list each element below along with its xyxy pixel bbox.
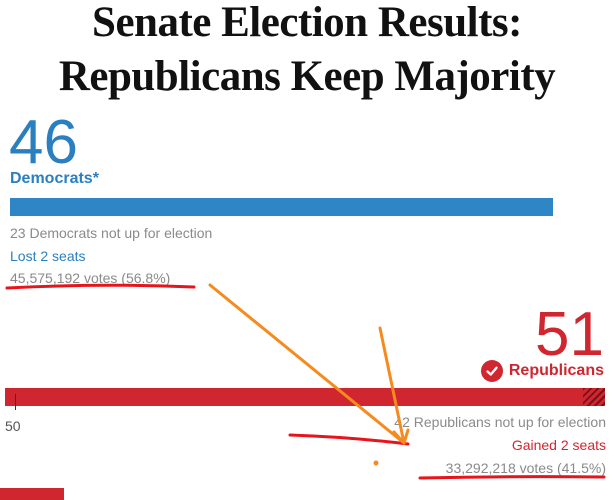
democrats-label[interactable]: Democrats* (10, 170, 99, 187)
arrow-line-1 (208, 283, 406, 445)
republicans-votes-text: 33,292,218 votes (41.5%) (445, 460, 606, 476)
republicans-label: Republicans (508, 362, 604, 379)
headline-line-2: Republicans Keep Majority (58, 53, 556, 100)
arrow-head (392, 428, 410, 445)
republicans-change-text: Gained 2 seats (511, 437, 606, 453)
democrats-not-up-text: 23 Democrats not up for election (10, 225, 213, 241)
democrats-seat-count: 46 (9, 108, 78, 177)
underline-republicans-votes (418, 475, 606, 480)
majority-tick (15, 394, 16, 410)
underline-middle-stroke (288, 433, 410, 446)
check-circle-icon (480, 360, 503, 382)
democrats-change-text: Lost 2 seats (10, 248, 86, 264)
republicans-label-group[interactable]: Republicans (480, 360, 604, 382)
democrats-votes-text: 45,575,192 votes (56.8%) (10, 270, 171, 286)
headline-line-1: Senate Election Results: (92, 0, 522, 46)
republicans-seat-bar (5, 388, 605, 406)
republicans-seat-count: 51 (535, 300, 604, 369)
republicans-not-up-text: 42 Republicans not up for election (394, 414, 606, 430)
orange-dot (373, 460, 379, 466)
majority-marker-label: 50 (5, 418, 21, 434)
republicans-bar-hatch (583, 388, 605, 406)
democrats-seat-bar (10, 198, 553, 216)
bottom-red-block (0, 488, 64, 500)
